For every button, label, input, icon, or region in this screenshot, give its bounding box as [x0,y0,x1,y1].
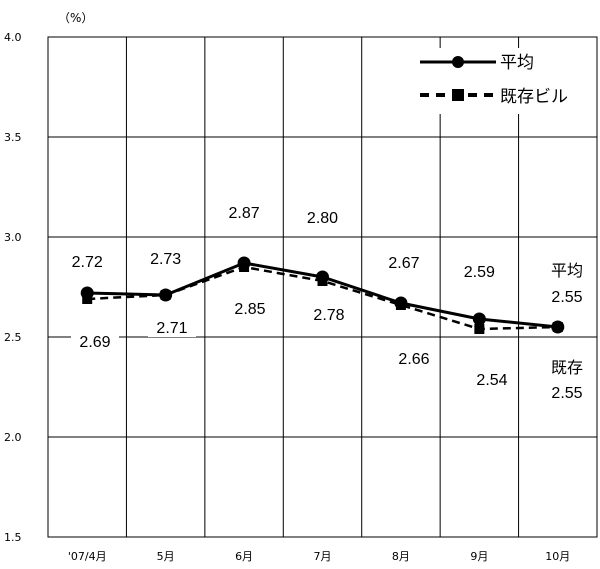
series-2-data-label: 2.78 [313,307,344,324]
series-2-point [474,324,485,334]
data-labels: 2.72 2.69 2.73 2.71 2.87 2.85 2.80 2.78 2.67 2.66… [71,205,508,389]
x-tick-label: 10月 [545,550,570,563]
series-2-data-label: 2.54 [476,372,507,389]
series-1-data-label: 2.59 [464,264,495,281]
unit-label: （%） [58,11,93,25]
x-tick-label: '07/4月 [68,550,107,563]
legend-label-series-2: 既存ビル [500,87,568,106]
y-tick-label: 2.5 [4,331,22,344]
x-tick-label: 7月 [314,550,332,563]
legend-background [412,48,592,114]
series-2-data-label: 2.66 [398,351,429,368]
end-label-series2-name: 既存 [551,359,583,377]
end-label-series1-value: 2.55 [551,289,582,306]
end-labels: 平均 2.55 既存 2.55 [551,262,583,402]
data-label-background [148,319,196,337]
y-tick-label: 2.0 [4,431,22,444]
data-label-background [71,333,119,351]
series [80,256,565,334]
series-1-data-label: 2.73 [150,251,181,268]
end-label-series1-name: 平均 [551,262,583,280]
x-tick-label: 5月 [157,550,175,563]
legend-marker-series-2 [452,89,464,101]
series-2-data-label: 2.71 [156,320,187,337]
series-1-point [551,320,565,334]
series-1-data-label: 2.80 [307,210,338,227]
y-axis-ticks: 4.0 3.5 3.0 2.5 2.0 1.5 [4,31,22,544]
series-1-point [159,288,173,302]
series-1-data-label: 2.87 [229,205,260,222]
x-axis-ticks: '07/4月 5月 6月 7月 8月 9月 10月 [68,550,570,563]
series-1-point [394,296,408,310]
x-tick-label: 8月 [392,550,410,563]
series-2-data-label: 2.85 [234,301,265,318]
legend-marker-series-1 [452,56,464,68]
x-tick-label: 9月 [470,550,488,563]
series-1-data-label: 2.67 [388,255,419,272]
series-1-point [80,286,94,300]
y-tick-label: 3.0 [4,231,22,244]
y-tick-label: 4.0 [4,31,22,44]
end-label-series2-value: 2.55 [551,385,582,402]
series-2-data-label: 2.69 [79,334,110,351]
series-1-data-label: 2.72 [72,254,103,271]
series-1-point [316,270,329,284]
series-1-point [237,256,251,270]
series-1-point [472,312,486,326]
legend-label-series-1: 平均 [500,53,534,72]
x-tick-label: 6月 [235,550,253,563]
y-tick-label: 3.5 [4,131,22,144]
y-tick-label: 1.5 [4,531,22,544]
grid [47,36,598,538]
